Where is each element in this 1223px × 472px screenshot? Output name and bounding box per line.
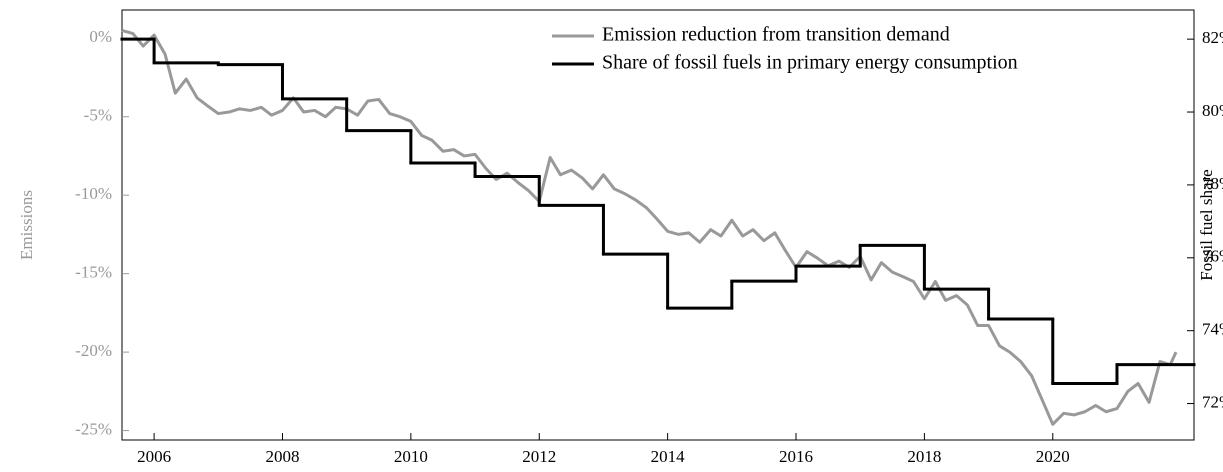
y2-tick-label: 76%	[1202, 247, 1223, 266]
x-tick-label: 2010	[394, 447, 428, 466]
legend-label: Emission reduction from transition deman…	[602, 24, 950, 46]
x-tick-label: 2020	[1036, 447, 1070, 466]
y2-tick-label: 80%	[1202, 101, 1223, 120]
x-tick-label: 2016	[779, 447, 813, 466]
y2-tick-label: 74%	[1202, 320, 1223, 339]
y2-tick-label: 78%	[1202, 174, 1223, 193]
y-tick-label: -25%	[75, 419, 112, 438]
y2-tick-label: 72%	[1202, 392, 1223, 411]
y-tick-label: -5%	[84, 106, 112, 125]
plot-frame	[121, 9, 1195, 441]
y2-tick-label: 82%	[1202, 28, 1223, 47]
y-tick-label: -20%	[75, 341, 112, 360]
legend-label: Share of fossil fuels in primary energy …	[602, 52, 1018, 74]
y2-axis-label: Fossil fuel share	[1197, 169, 1216, 280]
y-tick-label: -10%	[75, 184, 112, 203]
x-tick-label: 2018	[907, 447, 941, 466]
x-tick-label: 2014	[651, 447, 686, 466]
x-tick-label: 2012	[522, 447, 556, 466]
y-tick-label: -15%	[75, 263, 112, 282]
x-tick-label: 2006	[137, 447, 171, 466]
x-tick-label: 2008	[265, 447, 299, 466]
y-tick-label: 0%	[89, 27, 112, 46]
line-series	[121, 28, 1178, 426]
y-axis-label: Emissions	[17, 190, 36, 260]
